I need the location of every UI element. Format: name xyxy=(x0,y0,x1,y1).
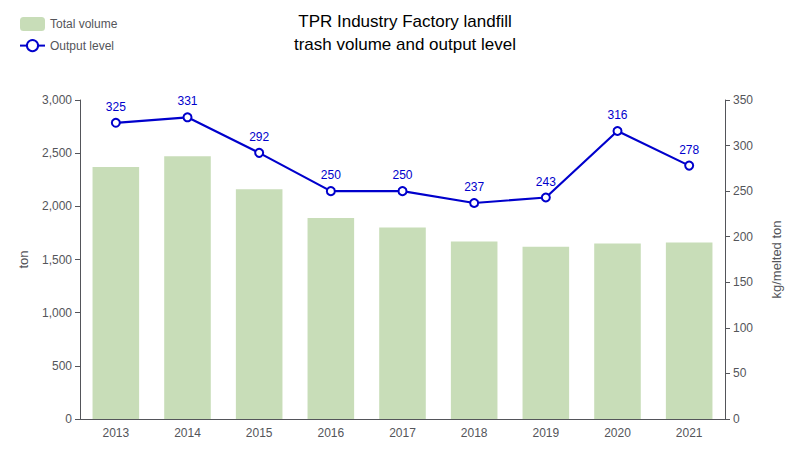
svg-text:250: 250 xyxy=(392,168,412,182)
svg-text:500: 500 xyxy=(52,359,72,373)
svg-text:0: 0 xyxy=(65,412,72,426)
svg-text:150: 150 xyxy=(733,275,753,289)
svg-text:2,000: 2,000 xyxy=(42,199,72,213)
svg-text:243: 243 xyxy=(536,175,556,189)
svg-text:100: 100 xyxy=(733,321,753,335)
svg-text:2014: 2014 xyxy=(174,426,201,440)
svg-text:Output level: Output level xyxy=(50,39,114,53)
svg-text:250: 250 xyxy=(733,184,753,198)
svg-text:250: 250 xyxy=(321,168,341,182)
svg-text:2013: 2013 xyxy=(102,426,129,440)
svg-text:278: 278 xyxy=(679,143,699,157)
svg-text:2015: 2015 xyxy=(246,426,273,440)
svg-text:350: 350 xyxy=(733,93,753,107)
svg-text:237: 237 xyxy=(464,180,484,194)
svg-text:0: 0 xyxy=(733,412,740,426)
svg-text:50: 50 xyxy=(733,366,747,380)
svg-text:316: 316 xyxy=(607,108,627,122)
svg-text:2021: 2021 xyxy=(676,426,703,440)
svg-text:2017: 2017 xyxy=(389,426,416,440)
svg-text:2016: 2016 xyxy=(317,426,344,440)
svg-text:325: 325 xyxy=(106,100,126,114)
svg-text:2,500: 2,500 xyxy=(42,146,72,160)
svg-text:ton: ton xyxy=(16,250,31,268)
svg-text:2019: 2019 xyxy=(532,426,559,440)
svg-text:Total volume: Total volume xyxy=(50,17,118,31)
svg-text:331: 331 xyxy=(177,94,197,108)
svg-text:TPR Industry Factory landfill: TPR Industry Factory landfill xyxy=(298,12,512,31)
svg-text:1,500: 1,500 xyxy=(42,253,72,267)
svg-text:300: 300 xyxy=(733,139,753,153)
svg-text:292: 292 xyxy=(249,130,269,144)
svg-text:3,000: 3,000 xyxy=(42,93,72,107)
svg-text:2018: 2018 xyxy=(461,426,488,440)
svg-text:trash volume and output level: trash volume and output level xyxy=(294,35,516,54)
svg-text:2020: 2020 xyxy=(604,426,631,440)
svg-text:1,000: 1,000 xyxy=(42,306,72,320)
svg-text:200: 200 xyxy=(733,230,753,244)
svg-text:kg/melted ton: kg/melted ton xyxy=(769,220,784,298)
